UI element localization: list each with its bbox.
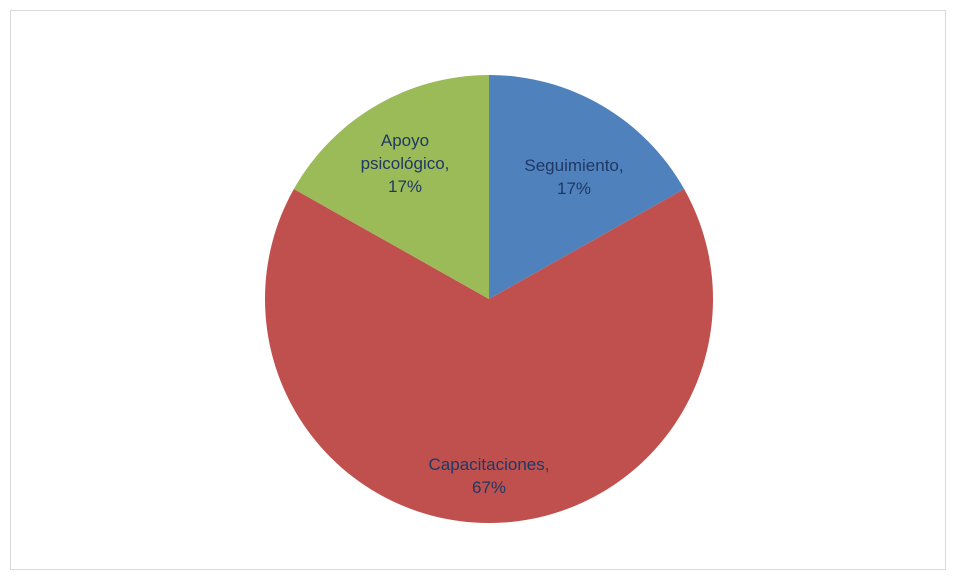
data-label-apoyo-psicol-gico: Apoyo psicológico, 17% xyxy=(361,131,450,196)
data-label-seguimiento: Seguimiento, 17% xyxy=(524,156,623,198)
pie-slice-apoyo-psicol-gico xyxy=(293,75,489,299)
pie-slice-capacitaciones xyxy=(265,189,714,524)
data-label-capacitaciones: Capacitaciones, 67% xyxy=(429,455,550,497)
pie-slice-seguimiento xyxy=(489,75,685,299)
